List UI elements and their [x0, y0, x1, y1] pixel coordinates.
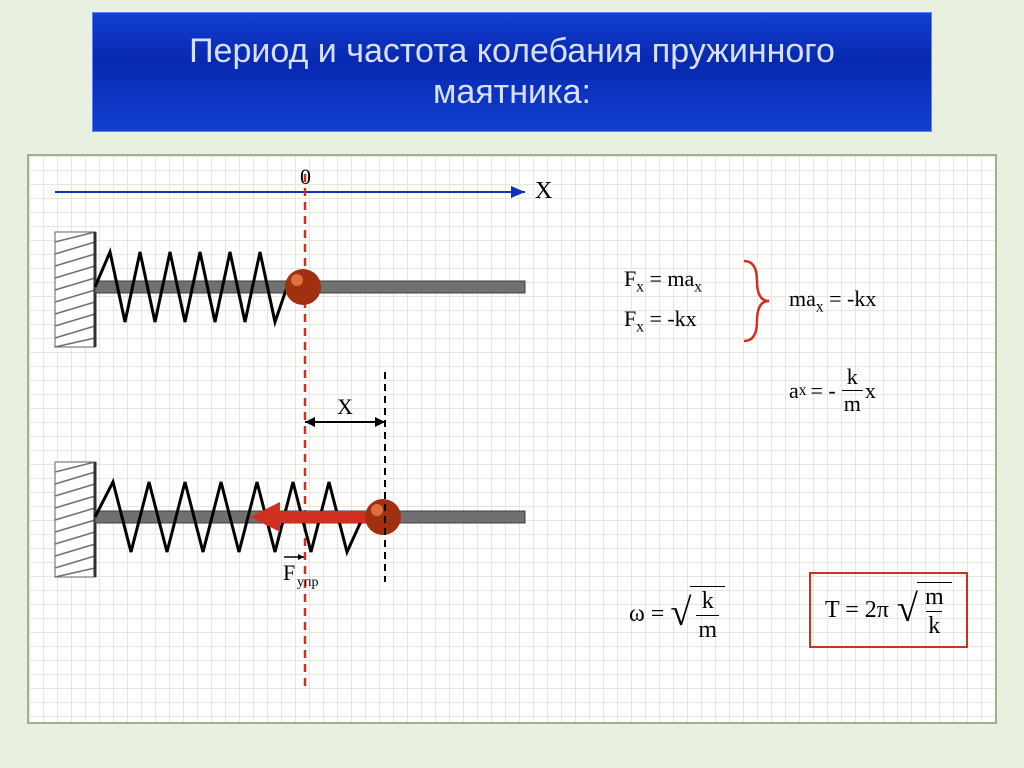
formula-combined: max = -kx — [789, 286, 876, 316]
acc-tail: x — [865, 378, 876, 404]
force-label: F упр — [283, 554, 319, 590]
brace-icon — [739, 256, 779, 346]
period-num: m — [923, 585, 946, 611]
mass-1 — [285, 269, 321, 305]
omega-num: k — [700, 589, 716, 615]
wall-2 — [55, 462, 95, 577]
x-span-arrow-l — [305, 417, 315, 427]
mass-2-highlight — [371, 504, 383, 516]
f-kx-rhs: = -kx — [649, 306, 696, 331]
f-ma-rhs: = ma — [649, 266, 694, 291]
comb-rhs: = -kx — [829, 286, 876, 311]
svg-text:F: F — [283, 560, 295, 585]
x-span-arrow-r — [375, 417, 385, 427]
comb-lhs: ma — [789, 286, 816, 311]
svg-text:упр: упр — [297, 575, 319, 590]
formula-period-box: T = 2π √ m k — [809, 572, 968, 648]
f-kx-sub: x — [636, 318, 644, 335]
period-sqrt: √ m k — [897, 582, 952, 638]
force-arrow-head — [250, 502, 280, 532]
omega-lhs: ω = — [629, 601, 664, 628]
formula-f-kx: Fx = -kx — [624, 306, 697, 336]
f-ma-lhs: F — [624, 266, 636, 291]
formula-f-ma: Fx = max — [624, 266, 702, 296]
acc-frac: k m — [842, 366, 863, 415]
title-text: Период и частота колебания пружинного ма… — [123, 31, 901, 113]
omega-sqrt: √ k m — [670, 586, 725, 642]
f-kx-lhs: F — [624, 306, 636, 331]
omega-den: m — [696, 615, 719, 642]
displacement-label: X — [337, 394, 353, 419]
acc-num: k — [845, 366, 860, 390]
f-ma-rsub: x — [694, 278, 702, 295]
wall-1 — [55, 232, 95, 347]
axis-label: X — [535, 178, 552, 204]
acc-den: m — [842, 390, 863, 415]
acc-eq: = - — [810, 378, 835, 404]
spring-diagram: 0 X — [35, 162, 595, 722]
comb-sub: x — [816, 298, 824, 315]
title-bar: Период и частота колебания пружинного ма… — [92, 12, 932, 132]
x-axis-arrowhead — [511, 186, 525, 198]
f-ma-sub: x — [636, 278, 644, 295]
mass-1-highlight — [291, 274, 303, 286]
formula-accel: ax = - k m x — [789, 366, 876, 415]
diagram-panel: 0 X — [27, 154, 997, 724]
period-den: k — [926, 611, 942, 638]
acc-lhs: a — [789, 378, 799, 404]
formula-omega: ω = √ k m — [629, 586, 725, 642]
mass-2 — [365, 499, 401, 535]
period-lhs: T = 2π — [825, 597, 889, 624]
acc-sub: x — [799, 382, 807, 400]
